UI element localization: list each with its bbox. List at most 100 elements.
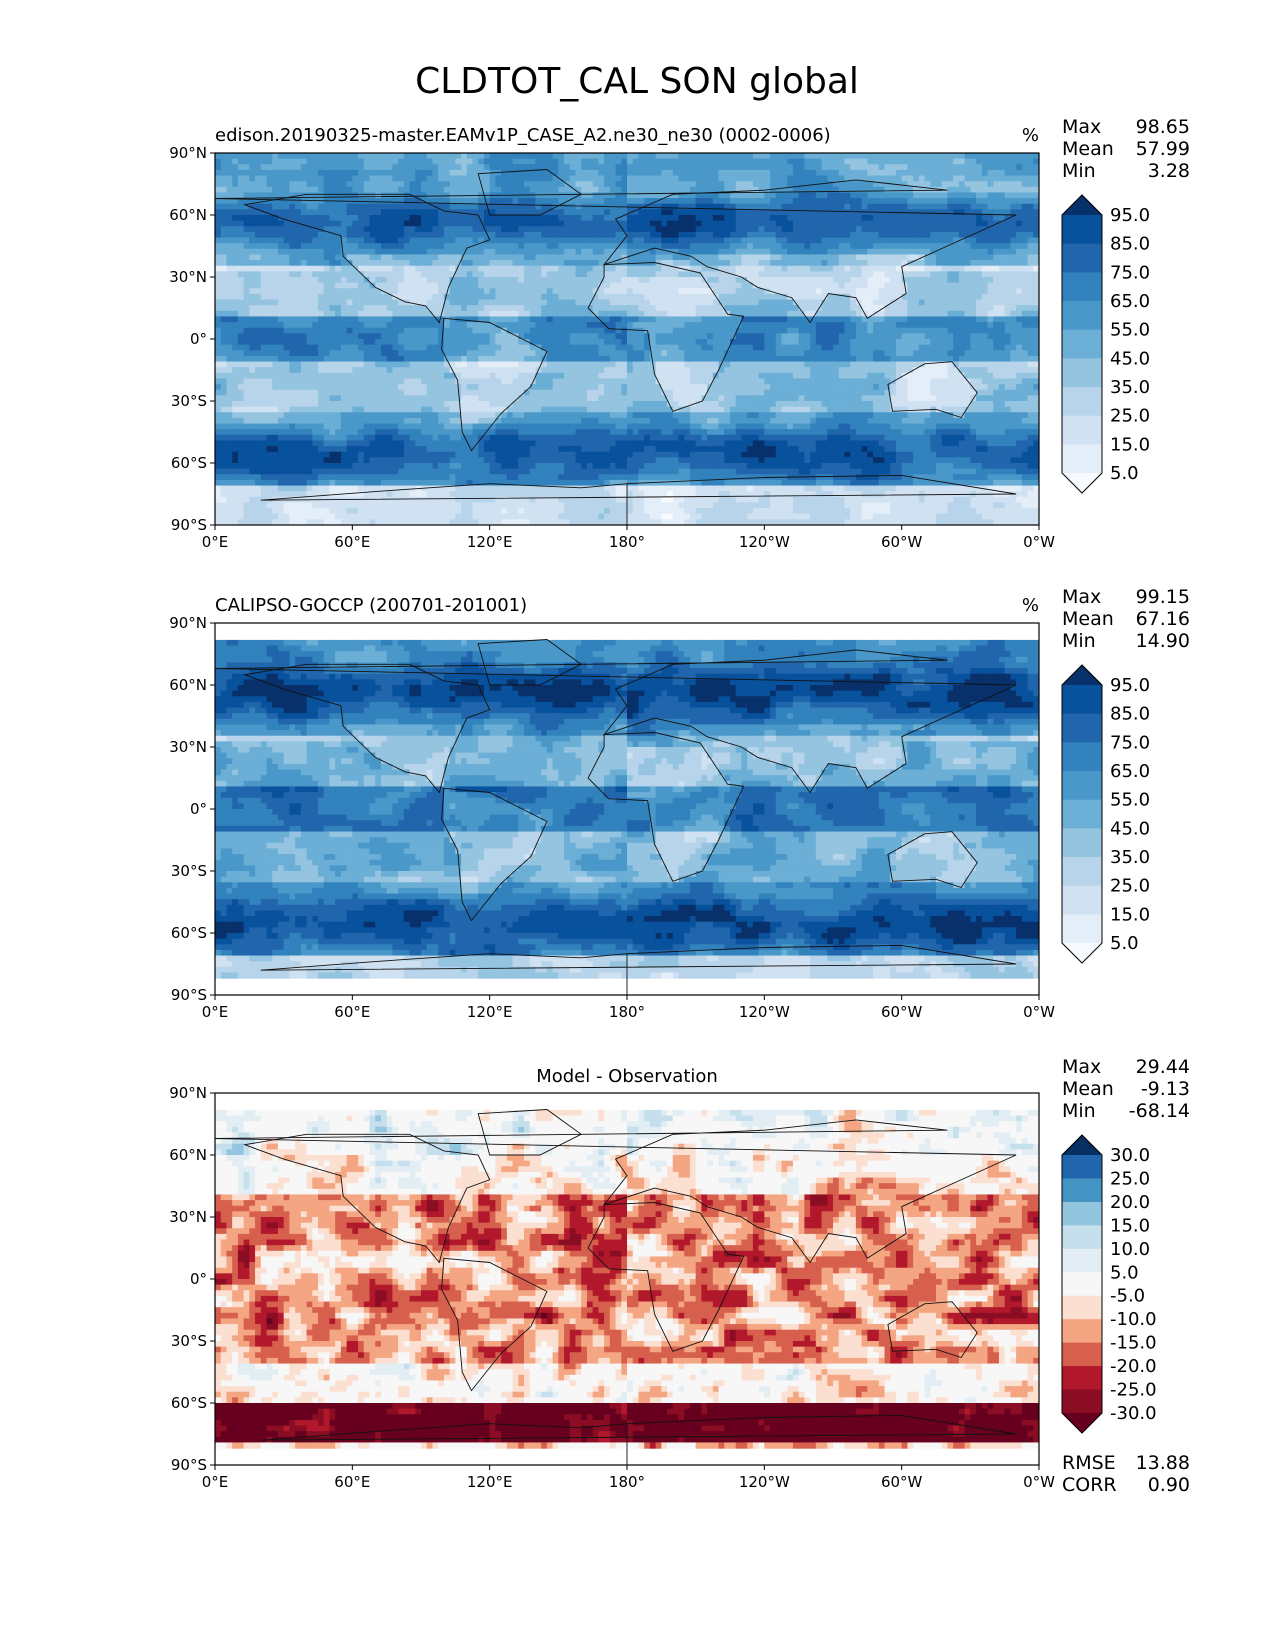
colorbar: 95.0 85.0 75.0 65.0 55.0 45.0 35.0 25.0 15.0 5.0 [1061,194,1150,494]
colorbar-segment [1062,1225,1102,1250]
colorbar-segment [1062,799,1102,829]
colorbar-segment [1062,1295,1102,1320]
colorbar-segment [1062,1342,1102,1367]
x-tick-label: 180° [609,533,645,551]
stat-label: RMSE [1062,1452,1116,1474]
y-tick-label: 30°N [169,268,207,286]
x-tick-label: 60°E [334,1003,370,1021]
colorbar-tick-label: 15.0 [1110,1215,1150,1236]
coastline [441,1257,548,1392]
colorbar-segment [1062,415,1102,445]
y-tick-label: 60°S [171,1394,207,1412]
stat-value: 99.15 [1136,586,1190,608]
colorbar-tick-label: 75.0 [1110,262,1150,283]
x-tick-label: 180° [609,1003,645,1021]
colorbar-segment [1062,272,1102,302]
stat-label: Mean [1062,1078,1114,1100]
y-tick-label: 30°S [171,392,207,410]
coastline [260,1414,1017,1465]
colorbar-extend-min [1062,473,1102,493]
colorbar-segment [1062,387,1102,417]
colorbar-tick-label: 5.0 [1110,463,1139,484]
coastline [260,944,1017,995]
colorbar-tick-label: -25.0 [1110,1380,1157,1401]
colorbar-outline [1061,194,1103,494]
stat-label: Mean [1062,608,1114,630]
x-tick-label: 120°E [467,1003,513,1021]
panel-left-title: edison.20190325-master.EAMv1P_CASE_A2.ne… [215,125,831,146]
stat-value: -9.13 [1141,1078,1190,1100]
colorbar-tick-label: 25.0 [1110,406,1150,427]
colorbar-tick-label: 65.0 [1110,291,1150,312]
colorbar-tick-label: 85.0 [1110,234,1150,255]
coastline [887,361,978,419]
stat-value: 29.44 [1136,1056,1190,1078]
stat-label: Min [1062,1100,1096,1122]
y-tick-label: 30°S [171,1332,207,1350]
coastline [477,169,583,216]
x-tick-label: 60°W [881,533,923,551]
colorbar-extend-max [1062,665,1102,685]
colorbar-tick-label: 10.0 [1110,1239,1150,1260]
colorbar-tick-label: -15.0 [1110,1333,1157,1354]
colorbar-segment [1062,713,1102,743]
coastline [441,787,548,922]
x-tick-label: 120°W [739,1003,790,1021]
x-tick-label: 120°E [467,1473,513,1491]
colorbar-segment [1062,885,1102,915]
colorbar-tick-label: 35.0 [1110,377,1150,398]
map-field [215,623,1039,995]
stat-label: Max [1062,586,1101,608]
colorbar-extend-min [1062,943,1102,963]
colorbar-segment [1062,1248,1102,1273]
coastline [477,639,583,686]
y-tick-label: 0° [190,330,207,348]
x-tick-label: 120°W [739,533,790,551]
colorbar-segment [1062,215,1102,245]
colorbar-tick-label: 95.0 [1110,205,1150,226]
x-tick-label: 60°E [334,533,370,551]
stat-label: Max [1062,1056,1101,1078]
colorbar-extend-max [1062,1135,1102,1155]
figure-title: CLDTOT_CAL SON global [415,61,859,102]
panel-units: % [1022,125,1039,146]
stat-label: Mean [1062,138,1114,160]
colorbar-tick-label: 75.0 [1110,732,1150,753]
colorbar-segment [1062,301,1102,331]
colorbar-tick-label: 35.0 [1110,847,1150,868]
x-tick-label: 60°W [881,1003,923,1021]
panel-reference: CALIPSO-GOCCP (200701-201001)% Max 99.15 Me… [169,586,1190,1021]
y-tick-label: 0° [190,1270,207,1288]
map-field [215,153,1039,525]
x-tick-label: 180° [609,1473,645,1491]
colorbar-extend-max [1062,195,1102,215]
x-tick-label: 0°E [202,1003,229,1021]
x-tick-label: 0°E [202,1473,229,1491]
colorbar-tick-label: 15.0 [1110,904,1150,925]
x-tick-label: 120°E [467,533,513,551]
panel-diff: Model - Observation Max 29.44 Mean -9.13 Min -… [169,1056,1190,1496]
colorbar-tick-label: -30.0 [1110,1403,1157,1424]
stat-value: -68.14 [1129,1100,1190,1122]
panel-units: % [1022,595,1039,616]
colorbar-tick-label: 5.0 [1110,1262,1139,1283]
colorbar-tick-label: -20.0 [1110,1356,1157,1377]
colorbar-tick-label: 5.0 [1110,933,1139,954]
y-tick-label: 90°S [171,1456,207,1474]
colorbar-segment [1062,1178,1102,1203]
coastline [260,474,1017,525]
colorbar: 95.0 85.0 75.0 65.0 55.0 45.0 35.0 25.0 15.0 5.0 [1061,664,1150,964]
colorbar-segment [1062,828,1102,858]
coastline [587,1202,745,1352]
colorbar-tick-label: -5.0 [1110,1286,1145,1307]
y-tick-label: 90°N [169,1084,207,1102]
x-tick-label: 0°W [1023,533,1055,551]
y-tick-label: 60°N [169,1146,207,1164]
stat-value: 13.88 [1136,1452,1190,1474]
coastline [215,179,1017,324]
colorbar-tick-label: 95.0 [1110,675,1150,696]
colorbar-tick-label: 45.0 [1110,348,1150,369]
map-field [215,1093,1039,1465]
colorbar-tick-label: 45.0 [1110,818,1150,839]
